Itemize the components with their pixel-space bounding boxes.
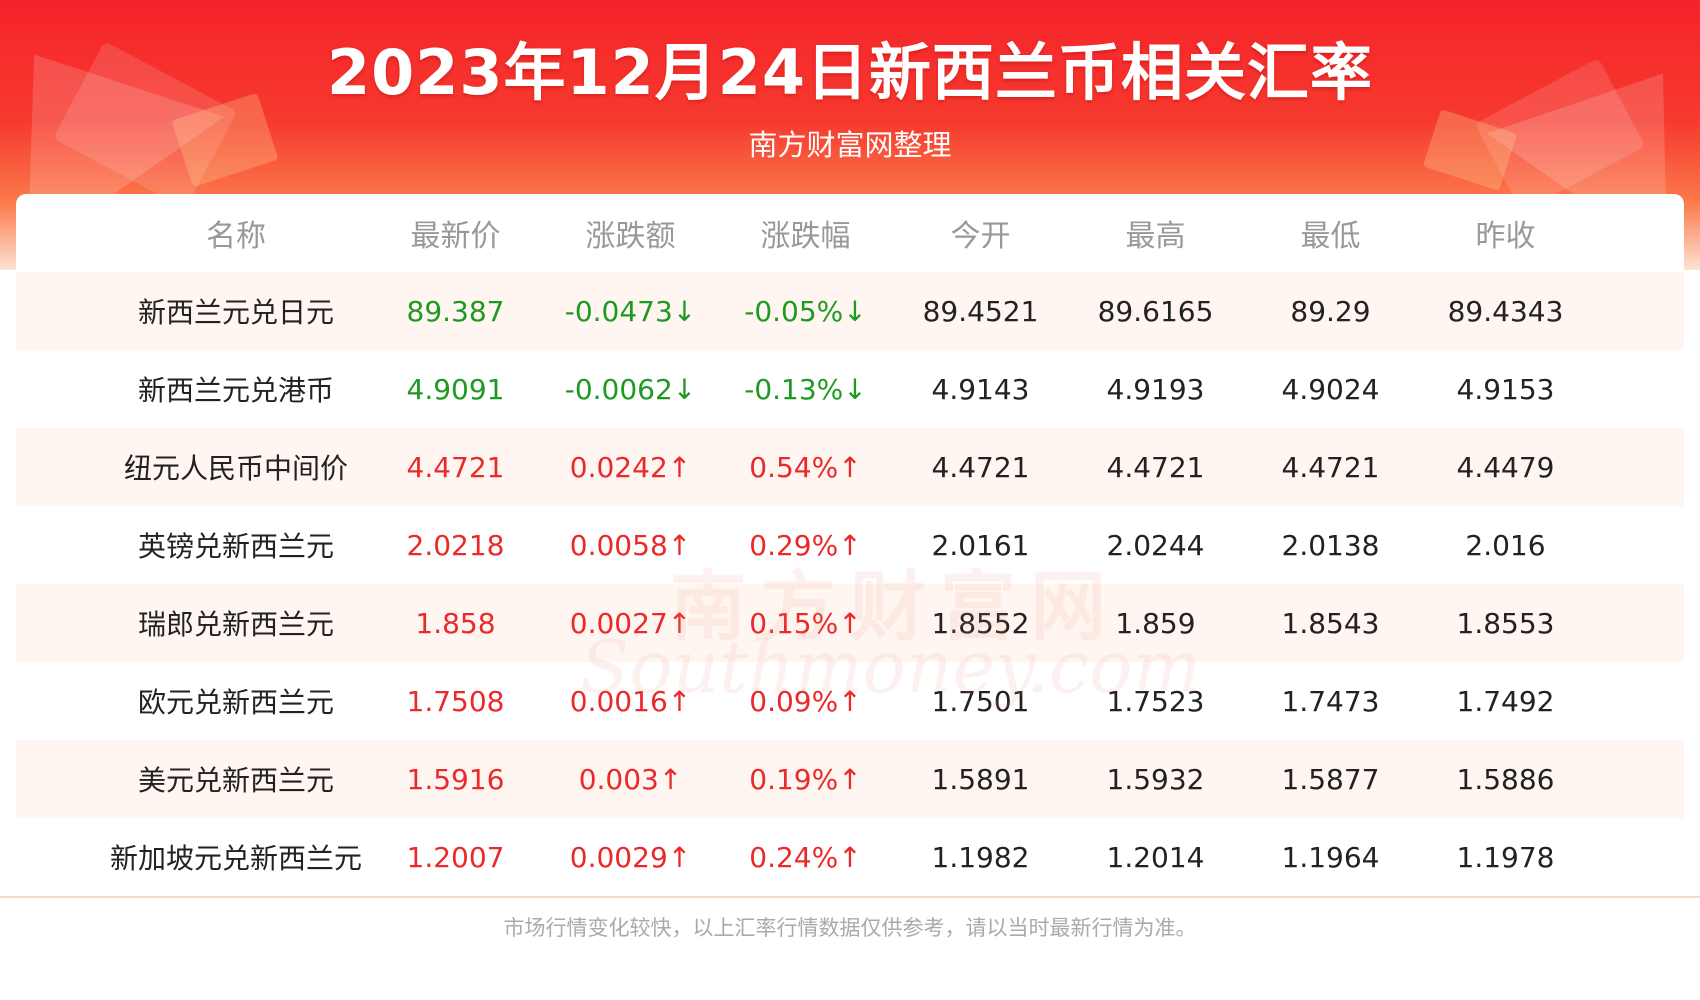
- cell-latest: 1.858: [415, 606, 496, 640]
- cell-low: 4.9024: [1281, 372, 1380, 406]
- cell-change-pct: 0.24%↑: [749, 840, 862, 874]
- column-header-prev-close: 昨收: [1475, 219, 1536, 254]
- column-header-latest: 最新价: [410, 219, 501, 254]
- cell-open: 1.7501: [931, 684, 1030, 718]
- table-row: 美元兑新西兰元 1.5916 0.003↑ 0.19%↑ 1.5891 1.5932 1.5…: [16, 740, 1684, 818]
- column-header-name: 名称: [206, 219, 266, 254]
- cell-latest: 1.2007: [406, 840, 505, 874]
- table-row: 新加坡元兑新西兰元 1.2007 0.0029↑ 0.24%↑ 1.1982 1.2014…: [16, 818, 1684, 896]
- cell-prev-close: 1.1978: [1456, 840, 1555, 874]
- cell-high: 1.2014: [1106, 840, 1205, 874]
- cell-low: 89.29: [1290, 294, 1371, 328]
- cell-prev-close: 4.4479: [1456, 450, 1555, 484]
- cell-prev-close: 2.016: [1465, 528, 1546, 562]
- cell-name: 新西兰元兑日元: [137, 296, 334, 329]
- cell-high: 1.5932: [1106, 762, 1205, 796]
- cell-low: 1.7473: [1281, 684, 1380, 718]
- cell-prev-close: 1.7492: [1456, 684, 1555, 718]
- cell-latest: 4.9091: [406, 372, 505, 406]
- cell-latest: 89.387: [406, 294, 505, 328]
- cell-low: 4.4721: [1281, 450, 1380, 484]
- table-row: 瑞郎兑新西兰元 1.858 0.0027↑ 0.15%↑ 1.8552 1.859 1.85…: [16, 584, 1684, 662]
- column-header-open: 今开: [950, 219, 1011, 254]
- cell-open: 1.1982: [931, 840, 1030, 874]
- cell-name: 欧元兑新西兰元: [137, 686, 334, 719]
- cell-open: 1.5891: [931, 762, 1030, 796]
- cell-latest: 2.0218: [406, 528, 505, 562]
- cell-open: 1.8552: [931, 606, 1030, 640]
- cell-change-pct: 0.09%↑: [749, 684, 862, 718]
- cell-high: 4.9193: [1106, 372, 1205, 406]
- cell-name: 新西兰元兑港币: [137, 374, 334, 407]
- table-row: 纽元人民币中间价 4.4721 0.0242↑ 0.54%↑ 4.4721 4.4721 4…: [16, 428, 1684, 506]
- cell-change-pct: -0.13%↓: [744, 372, 867, 406]
- cell-high: 1.7523: [1106, 684, 1205, 718]
- cell-change-pct: 0.54%↑: [749, 450, 862, 484]
- page-subtitle: 南方财富网整理: [748, 128, 952, 162]
- table-row: 欧元兑新西兰元 1.7508 0.0016↑ 0.09%↑ 1.7501 1.7523 1.…: [16, 662, 1684, 740]
- cell-change-pct: -0.05%↓: [744, 294, 867, 328]
- column-header-low: 最低: [1300, 219, 1361, 254]
- cell-open: 4.9143: [931, 372, 1030, 406]
- cell-low: 1.8543: [1281, 606, 1380, 640]
- cell-open: 4.4721: [931, 450, 1030, 484]
- cell-low: 1.5877: [1281, 762, 1380, 796]
- cell-latest: 1.7508: [406, 684, 505, 718]
- cell-change-pct: 0.15%↑: [749, 606, 862, 640]
- cell-change: 0.0242↑: [569, 450, 692, 484]
- cell-name: 美元兑新西兰元: [137, 764, 334, 797]
- cell-name: 英镑兑新西兰元: [137, 530, 334, 563]
- page-title: 2023年12月24日新西兰币相关汇率: [326, 36, 1374, 109]
- cell-change: 0.0027↑: [569, 606, 692, 640]
- cell-open: 89.4521: [922, 294, 1039, 328]
- table-row: 英镑兑新西兰元 2.0218 0.0058↑ 0.29%↑ 2.0161 2.0244 2.…: [16, 506, 1684, 584]
- cell-name: 纽元人民币中间价: [123, 452, 348, 485]
- table-row: 新西兰元兑港币 4.9091 -0.0062↓ -0.13%↓ 4.9143 4.9193…: [16, 350, 1684, 428]
- column-header-high: 最高: [1125, 219, 1186, 254]
- cell-prev-close: 1.8553: [1456, 606, 1555, 640]
- cell-name: 瑞郎兑新西兰元: [137, 608, 334, 641]
- cell-change: 0.0029↑: [569, 840, 692, 874]
- footer-note: 市场行情变化较快，以上汇率行情数据仅供参考，请以当时最新行情为准。: [503, 916, 1197, 940]
- cell-high: 89.6165: [1097, 294, 1214, 328]
- cell-change: 0.0016↑: [569, 684, 692, 718]
- cell-name: 新加坡元兑新西兰元: [109, 842, 362, 875]
- footer-divider: [0, 896, 1700, 898]
- cell-change: -0.0062↓: [564, 372, 697, 406]
- cell-high: 1.859: [1115, 606, 1196, 640]
- cell-high: 2.0244: [1106, 528, 1205, 562]
- cell-open: 2.0161: [931, 528, 1030, 562]
- cell-change: 0.003↑: [578, 762, 683, 796]
- cell-latest: 1.5916: [406, 762, 505, 796]
- table-row: 新西兰元兑日元 89.387 -0.0473↓ -0.05%↓ 89.4521 89.61…: [16, 272, 1684, 350]
- cell-change-pct: 0.29%↑: [749, 528, 862, 562]
- cell-change-pct: 0.19%↑: [749, 762, 862, 796]
- cell-low: 2.0138: [1281, 528, 1380, 562]
- cell-prev-close: 1.5886: [1456, 762, 1555, 796]
- column-header-change-pct: 涨跌幅: [760, 219, 851, 254]
- column-header-change: 涨跌额: [585, 219, 676, 254]
- table-header-row: 名称 最新价 涨跌额 涨跌幅 今开 最高 最低 昨收: [16, 194, 1684, 272]
- cell-low: 1.1964: [1281, 840, 1380, 874]
- cell-high: 4.4721: [1106, 450, 1205, 484]
- cell-prev-close: 4.9153: [1456, 372, 1555, 406]
- cell-change: 0.0058↑: [569, 528, 692, 562]
- cell-change: -0.0473↓: [564, 294, 697, 328]
- cell-latest: 4.4721: [406, 450, 505, 484]
- rates-table: 名称 最新价 涨跌额 涨跌幅 今开 最高 最低 昨收 新西兰元兑日元 89.387…: [16, 194, 1684, 894]
- cell-prev-close: 89.4343: [1447, 294, 1564, 328]
